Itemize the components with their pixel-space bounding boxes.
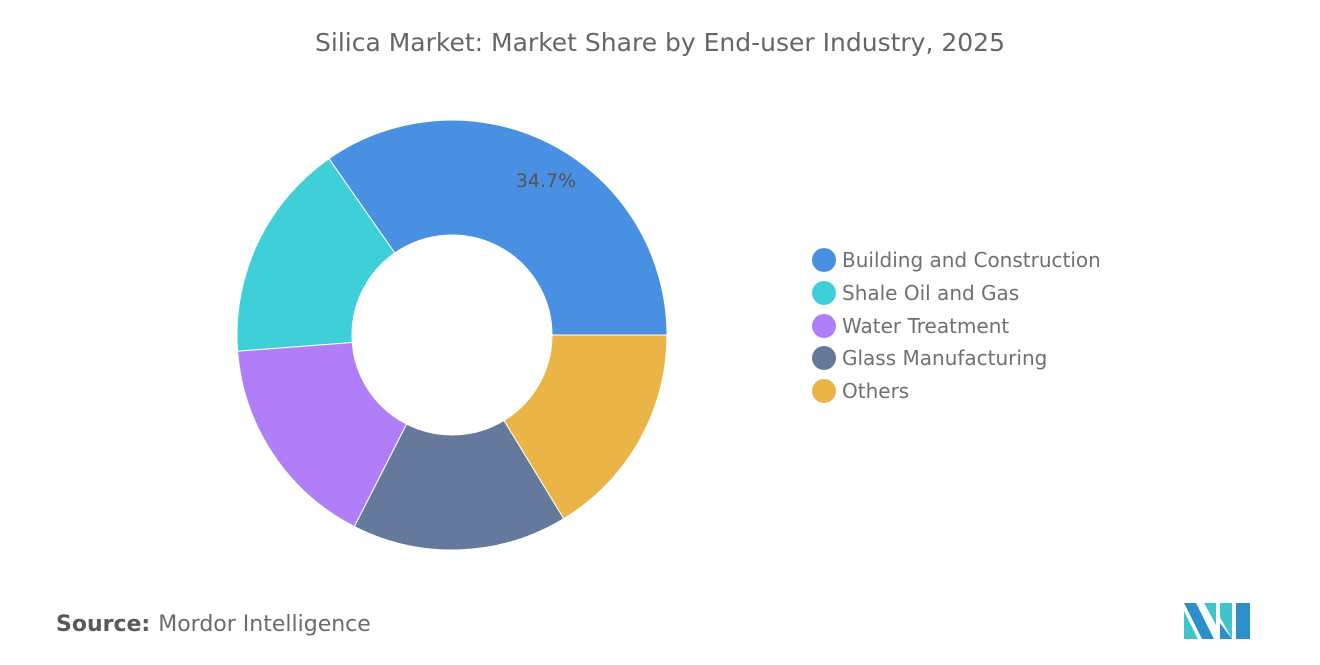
source-value: Mordor Intelligence — [158, 612, 371, 637]
legend-item: Shale Oil and Gas — [812, 277, 1101, 310]
source-label: Source: — [56, 612, 151, 637]
legend-swatch — [812, 313, 836, 338]
legend-item: Building and Construction — [812, 244, 1101, 277]
legend-label: Others — [842, 379, 910, 404]
legend-item: Others — [812, 375, 1101, 408]
source-note: Source: Mordor Intelligence — [56, 612, 371, 637]
donut-slice-water-treatment — [237, 341, 408, 528]
donut-slice-shale-oil-and-gas — [236, 158, 396, 352]
donut-slice-glass-manufacturing — [353, 419, 565, 551]
legend-label: Water Treatment — [842, 313, 1010, 338]
chart-title: Silica Market: Market Share by End-user … — [315, 28, 1005, 57]
donut-slice-building-and-construction — [328, 119, 668, 336]
legend-item: Glass Manufacturing — [812, 342, 1101, 375]
legend-label: Shale Oil and Gas — [842, 281, 1020, 306]
legend-swatch — [812, 281, 836, 306]
data-label: 34.7% — [516, 170, 576, 192]
legend: Building and Construction Shale Oil and G… — [812, 244, 1101, 407]
mordor-intelligence-logo — [1184, 603, 1250, 639]
legend-swatch — [812, 346, 836, 371]
legend-label: Glass Manufacturing — [842, 346, 1048, 371]
donut-slice-others — [503, 334, 668, 520]
legend-item: Water Treatment — [812, 309, 1101, 342]
legend-label: Building and Construction — [842, 248, 1101, 273]
legend-swatch — [812, 379, 836, 404]
legend-swatch — [812, 248, 836, 273]
